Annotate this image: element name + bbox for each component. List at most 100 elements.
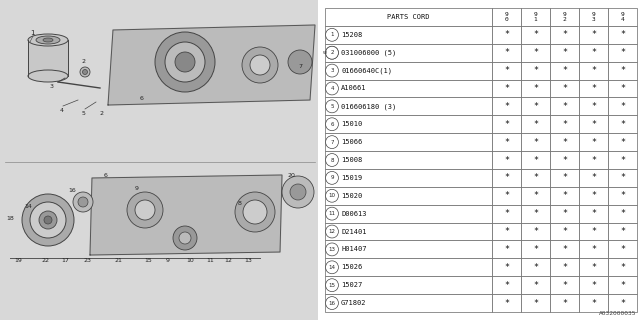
Text: A10661: A10661 [341, 85, 367, 92]
Bar [608, 97, 637, 115]
Bar [550, 8, 579, 26]
Bar [608, 223, 637, 240]
Circle shape [30, 202, 66, 238]
Text: *: * [591, 209, 596, 218]
Bar [550, 26, 579, 44]
Bar [579, 223, 608, 240]
Text: 2: 2 [330, 50, 333, 55]
Circle shape [78, 197, 88, 207]
Text: *: * [504, 48, 509, 57]
Text: 016606180 (3): 016606180 (3) [341, 103, 396, 110]
Bar [521, 276, 550, 294]
Text: *: * [591, 138, 596, 147]
Bar [550, 133, 579, 151]
Bar [608, 8, 637, 26]
Bar [579, 294, 608, 312]
Text: *: * [533, 84, 538, 93]
Bar [550, 223, 579, 240]
Text: *: * [562, 48, 567, 57]
Text: 6: 6 [330, 122, 333, 127]
Bar [521, 44, 550, 62]
Circle shape [135, 200, 155, 220]
Bar [325, 80, 492, 97]
Text: H01407: H01407 [341, 246, 367, 252]
Text: 7: 7 [298, 64, 302, 69]
Text: 16: 16 [68, 188, 76, 193]
Text: *: * [620, 156, 625, 164]
Text: 9: 9 [166, 258, 170, 263]
Text: *: * [620, 263, 625, 272]
Circle shape [326, 100, 339, 113]
Bar [492, 294, 521, 312]
Text: *: * [562, 263, 567, 272]
Bar [579, 44, 608, 62]
Circle shape [73, 192, 93, 212]
Bar [325, 62, 492, 80]
Bar [550, 115, 579, 133]
Text: *: * [533, 66, 538, 75]
Text: *: * [591, 66, 596, 75]
Bar [579, 115, 608, 133]
Text: 2: 2 [82, 59, 86, 64]
Text: 13: 13 [328, 247, 335, 252]
Bar [521, 240, 550, 258]
Text: 4: 4 [60, 108, 64, 113]
Bar [579, 62, 608, 80]
Text: *: * [591, 299, 596, 308]
Text: *: * [591, 102, 596, 111]
Circle shape [173, 226, 197, 250]
Text: 23: 23 [84, 258, 92, 263]
Text: 9
4: 9 4 [621, 12, 625, 22]
Circle shape [326, 46, 339, 59]
Bar [492, 258, 521, 276]
Bar [492, 223, 521, 240]
Text: 15: 15 [144, 258, 152, 263]
Text: 15208: 15208 [341, 32, 362, 38]
Text: 18: 18 [6, 216, 13, 221]
Circle shape [290, 184, 306, 200]
Text: *: * [620, 299, 625, 308]
Bar [28, 40, 68, 76]
Bar [492, 151, 521, 169]
Bar [325, 276, 492, 294]
Text: *: * [504, 138, 509, 147]
Bar [579, 276, 608, 294]
Text: 21: 21 [114, 258, 122, 263]
Text: *: * [533, 156, 538, 164]
Text: *: * [591, 173, 596, 182]
Circle shape [326, 172, 339, 184]
Circle shape [83, 69, 88, 75]
Text: 11: 11 [328, 211, 335, 216]
Text: *: * [504, 191, 509, 200]
Text: 01660640C(1): 01660640C(1) [341, 67, 392, 74]
Text: W: W [323, 51, 326, 55]
Circle shape [326, 118, 339, 131]
Bar [492, 169, 521, 187]
Text: A032000035: A032000035 [598, 311, 636, 316]
Bar [550, 187, 579, 205]
Text: *: * [591, 227, 596, 236]
Bar [325, 258, 492, 276]
Text: 9
3: 9 3 [591, 12, 595, 22]
Bar [608, 151, 637, 169]
Circle shape [250, 55, 270, 75]
Bar [521, 187, 550, 205]
Bar [550, 169, 579, 187]
Text: *: * [562, 191, 567, 200]
Circle shape [242, 47, 278, 83]
Bar [608, 44, 637, 62]
Circle shape [326, 261, 339, 274]
Text: *: * [533, 191, 538, 200]
Text: *: * [591, 263, 596, 272]
Text: 15008: 15008 [341, 157, 362, 163]
Text: *: * [533, 120, 538, 129]
Text: 15066: 15066 [341, 139, 362, 145]
Text: *: * [533, 30, 538, 39]
Text: *: * [562, 281, 567, 290]
Bar [579, 26, 608, 44]
Text: 10: 10 [186, 258, 194, 263]
Text: *: * [620, 281, 625, 290]
Bar [550, 240, 579, 258]
Text: 12: 12 [328, 229, 335, 234]
Bar [608, 115, 637, 133]
